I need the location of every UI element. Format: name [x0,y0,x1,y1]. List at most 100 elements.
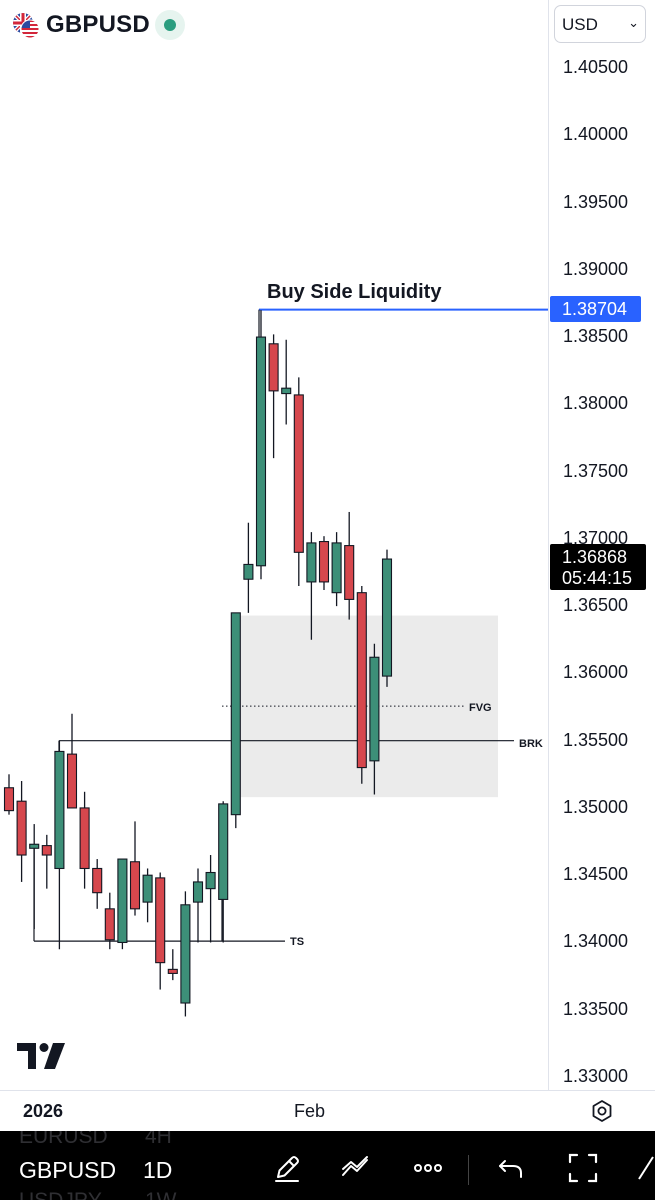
candle [129,821,141,916]
undo-icon[interactable] [494,1151,528,1185]
candle [66,713,78,809]
candle-body-up [369,656,380,762]
currency-value: USD [562,15,598,34]
candle-body-down [268,343,279,392]
candle [180,891,191,1017]
bottom-symbol-picker[interactable]: GBPUSD [19,1157,117,1183]
more-options-icon[interactable] [411,1151,445,1185]
candle-body-up [230,612,241,816]
market-status-indicator[interactable] [155,10,185,40]
bottom-toolbar: EURUSD 4H USDJPY 1W GBPUSD 1D [0,1131,655,1200]
market-open-dot [164,19,176,31]
candle [155,872,166,990]
candle [306,532,317,640]
price-tick-label: 1.35000 [563,796,629,817]
ghost-symbol-below: USDJPY [19,1189,102,1200]
candle-body-up [381,558,393,677]
currency-select[interactable]: USD ⌄ [554,5,646,43]
candle [318,536,330,590]
price-tick-label: 1.37500 [563,460,629,481]
price-tick-label: 1.36500 [563,595,629,616]
candle [293,377,304,586]
candle-body-down [16,800,27,856]
candle-body-down [293,394,304,553]
price-tick-label: 1.39000 [563,258,629,279]
candle [104,892,115,950]
ghost-symbol-above: EURUSD [19,1131,108,1148]
fvg-label: FVG [469,702,492,714]
price-tick-label: 1.36000 [563,662,629,683]
candle-body-up [255,336,267,567]
current-price-tag: 1.36868 05:44:15 [550,544,646,590]
chevron-down-icon: ⌄ [628,15,639,30]
candle-body-down [129,861,141,910]
candle [29,824,40,930]
candle [268,334,279,459]
candle-body-down [66,753,78,809]
candle-body-down [356,592,367,769]
candle-body-up [117,858,128,944]
candle-body-down [318,541,330,583]
ghost-interval-above: 4H [145,1131,172,1148]
candle [331,532,342,607]
chart-header: GBPUSD [0,0,548,50]
ts-label: TS [290,936,305,948]
price-tick-label: 1.34500 [563,864,629,885]
price-tick-label: 1.33000 [563,1066,629,1086]
candle-body-down [41,845,52,856]
fullscreen-icon[interactable] [566,1151,600,1185]
candle-body-down [155,877,166,964]
candlestick-chart[interactable] [0,0,548,1090]
chart-settings-icon[interactable] [590,1099,614,1123]
bar-countdown: 05:44:15 [562,568,633,588]
current-price: 1.36868 [562,547,628,567]
buy-side-liquidity-price: 1.38704 [562,299,628,319]
candle-body-up [218,803,229,900]
candle-body-up [192,881,204,903]
candle [230,612,241,829]
candle-body-up [180,904,191,1004]
candle [218,801,229,943]
candle [16,781,27,882]
symbol-title[interactable]: GBPUSD [46,11,150,38]
candle [281,339,292,425]
time-axis[interactable]: 2026 Feb [0,1090,655,1131]
price-tick-label: 1.38500 [563,326,629,347]
candle-body-up [54,750,65,870]
toolbar-divider [468,1155,469,1185]
time-label-month: Feb [294,1101,326,1121]
indicators-icon[interactable] [339,1151,373,1185]
candle-body-up [205,871,216,890]
price-tick-label: 1.34000 [563,931,629,952]
candle [205,855,216,943]
candle [167,949,178,981]
candle-body-up [306,542,317,583]
tradingview-logo[interactable] [17,1043,65,1069]
candle [3,774,15,815]
candle [117,858,128,950]
time-label-year: 2026 [23,1101,64,1121]
candle [142,868,153,923]
gb-us-flag-icon [13,13,40,39]
price-tick-label: 1.33500 [563,998,629,1019]
candle [243,522,254,613]
candle [356,585,367,784]
candle-body-down [92,867,103,894]
edge-overflow-icon [638,1156,654,1180]
candle-body-down [3,787,15,812]
ghost-interval-below: 1W [145,1189,177,1200]
buy-side-liquidity-price-tag: 1.38704 [550,296,641,322]
candle-body-up [281,387,292,395]
price-tick-label: 1.38000 [563,393,629,414]
candle [369,643,380,795]
candle [192,868,204,943]
candle-body-down [79,807,90,870]
drawing-pen-icon[interactable] [270,1151,304,1185]
candle-body-down [104,908,115,941]
candle [41,834,52,889]
price-tick-label: 1.39500 [563,191,629,212]
bottom-interval-picker[interactable]: 1D [143,1157,173,1183]
price-tick-label: 1.37000 [563,527,629,548]
candle [344,511,355,620]
candle [92,859,103,909]
